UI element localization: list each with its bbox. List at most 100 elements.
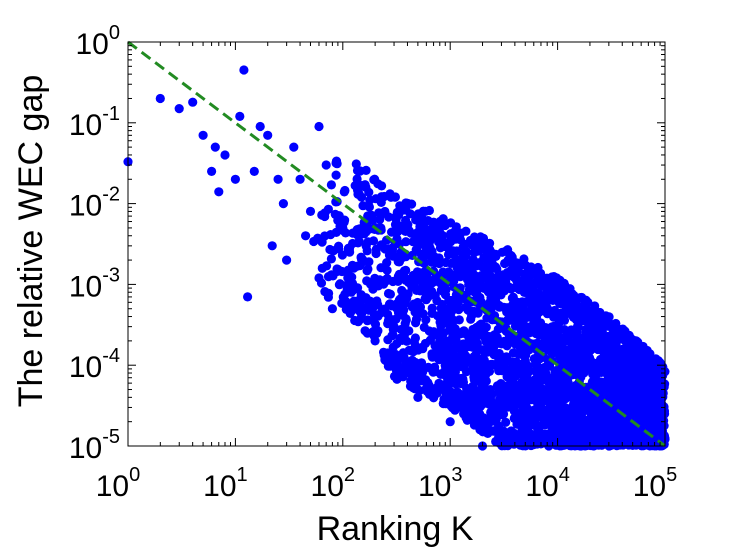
data-point [481, 242, 491, 252]
data-point [289, 142, 299, 152]
data-point [230, 174, 240, 184]
data-point [565, 284, 575, 294]
data-point [438, 349, 448, 359]
data-point [415, 221, 425, 232]
data-point [461, 226, 471, 236]
data-point [494, 280, 504, 290]
data-point [385, 299, 395, 309]
data-point [395, 299, 405, 309]
data-point [453, 329, 463, 340]
data-point [593, 340, 603, 350]
data-point [444, 267, 454, 277]
data-point [267, 241, 277, 251]
data-point [305, 206, 316, 216]
data-point [356, 301, 366, 311]
data-point [545, 335, 555, 345]
data-point [214, 187, 224, 197]
data-point [506, 284, 516, 294]
data-point [499, 353, 509, 363]
y-tick-label: 10-4 [69, 345, 120, 384]
data-point [362, 328, 372, 338]
data-point [423, 250, 433, 260]
data-point [546, 430, 556, 440]
data-point [506, 357, 517, 367]
data-point [441, 257, 451, 268]
data-point [314, 273, 324, 283]
data-point [634, 354, 644, 364]
data-point [362, 246, 372, 256]
data-point [375, 214, 385, 225]
data-point [530, 339, 540, 349]
data-point [474, 354, 484, 364]
data-point [325, 244, 335, 255]
data-point [581, 327, 591, 337]
data-point [544, 440, 554, 450]
data-point [548, 403, 558, 413]
data-point [500, 258, 510, 269]
data-point [435, 335, 445, 345]
data-point [404, 226, 414, 236]
data-point [479, 283, 489, 293]
data-point [220, 150, 230, 160]
data-point [476, 319, 486, 329]
data-point [629, 383, 639, 393]
data-point [210, 142, 220, 152]
data-point [395, 201, 405, 211]
data-point [466, 314, 476, 324]
data-point [491, 262, 501, 272]
data-point [615, 401, 625, 411]
data-point [427, 257, 437, 267]
data-point [387, 243, 398, 253]
data-point [394, 210, 404, 220]
data-point [393, 276, 403, 286]
data-point [282, 255, 292, 265]
data-point [320, 211, 330, 222]
data-point [468, 363, 478, 373]
data-point [472, 372, 482, 382]
y-tick-label: 100 [76, 22, 121, 61]
data-point [583, 390, 594, 400]
reference-line [127, 40, 666, 448]
data-point [645, 369, 655, 379]
data-point [498, 338, 508, 348]
data-point [405, 209, 415, 219]
data-point [341, 296, 351, 307]
data-point [239, 65, 249, 75]
data-point [418, 309, 428, 319]
data-point [332, 159, 342, 169]
x-tick-label: 103 [418, 464, 463, 503]
data-point [552, 365, 562, 376]
data-point [658, 406, 668, 416]
data-point [542, 273, 552, 283]
data-point [362, 276, 372, 286]
data-point [434, 254, 444, 265]
data-point [428, 278, 438, 288]
data-point [551, 290, 561, 300]
data-point [504, 315, 514, 325]
data-point [278, 199, 288, 209]
data-point [461, 251, 471, 261]
data-point [427, 303, 437, 313]
data-point [476, 393, 486, 403]
data-point [651, 377, 661, 387]
data-point [326, 180, 336, 190]
data-point [566, 364, 576, 374]
data-point [477, 422, 487, 432]
data-point [572, 340, 583, 350]
data-point [407, 368, 417, 378]
data-point [326, 230, 336, 240]
data-point [348, 278, 358, 289]
data-point [458, 242, 468, 252]
data-point [331, 170, 341, 180]
data-point [616, 438, 627, 448]
data-point [590, 420, 600, 430]
data-point [469, 306, 479, 316]
data-point [416, 268, 426, 278]
data-point [411, 358, 421, 368]
data-point [344, 244, 355, 254]
data-point [376, 263, 386, 273]
data-point [273, 174, 283, 184]
data-point [363, 237, 373, 247]
data-point [383, 288, 394, 299]
data-point [434, 378, 444, 388]
